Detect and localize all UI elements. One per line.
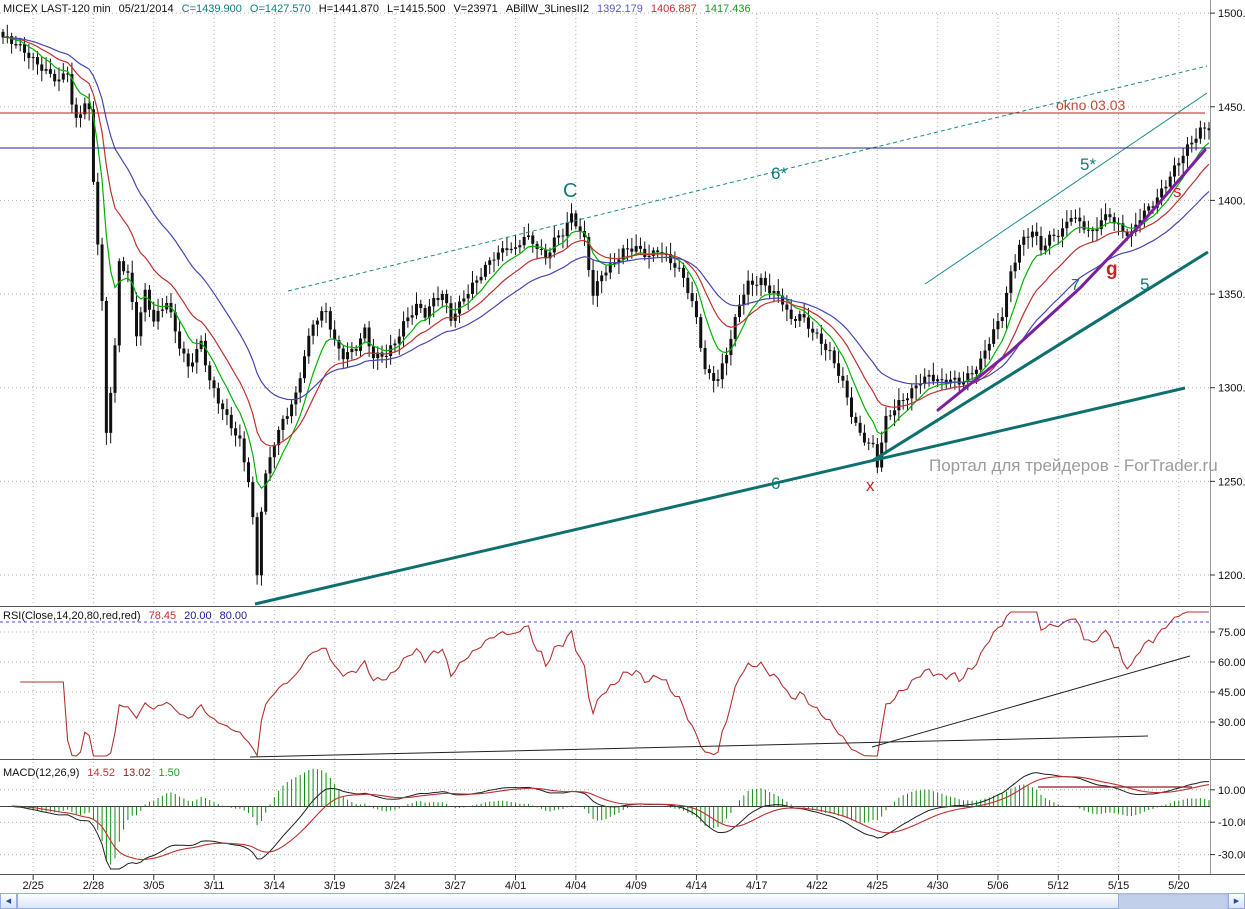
svg-text:g: g <box>1106 259 1118 280</box>
svg-text:1300.0: 1300.0 <box>1218 383 1245 395</box>
svg-text:4/09: 4/09 <box>625 880 646 892</box>
svg-text:3/05: 3/05 <box>143 880 164 892</box>
rsi-low-level: 20.00 <box>184 610 212 622</box>
indicator-value-3: 1417.436 <box>704 3 751 15</box>
svg-text:1350.0: 1350.0 <box>1218 289 1245 301</box>
svg-text:7: 7 <box>1071 277 1080 294</box>
svg-text:5/12: 5/12 <box>1048 880 1069 892</box>
macd-signal-value: 13.02 <box>122 767 151 779</box>
svg-text:5*: 5* <box>1080 155 1096 174</box>
svg-text:5: 5 <box>1140 275 1149 294</box>
svg-text:60.00: 60.00 <box>1218 657 1245 669</box>
svg-text:3/11: 3/11 <box>204 880 225 892</box>
svg-text:1450.0: 1450.0 <box>1218 102 1245 114</box>
scrollbar-thumb[interactable] <box>17 893 1119 909</box>
scroll-right-arrow-icon[interactable]: ▶ <box>1228 893 1245 909</box>
svg-text:1250.0: 1250.0 <box>1218 476 1245 488</box>
svg-text:5/06: 5/06 <box>987 880 1008 892</box>
macd-name: MACD(12,26,9) <box>3 767 80 779</box>
symbol-label: MICEX LAST-120 min <box>3 3 111 15</box>
svg-text:4/22: 4/22 <box>806 880 827 892</box>
svg-text:x: x <box>866 476 875 495</box>
svg-text:2/25: 2/25 <box>22 880 43 892</box>
volume-value: V=23971 <box>453 3 498 15</box>
macd-value: 14.52 <box>87 767 115 779</box>
rsi-name: RSI(Close,14,20,80,red,red) <box>3 610 141 622</box>
svg-text:4/14: 4/14 <box>686 880 707 892</box>
svg-text:45.00: 45.00 <box>1218 687 1245 699</box>
svg-text:okno 03.03: okno 03.03 <box>1056 97 1125 113</box>
svg-text:4/25: 4/25 <box>867 880 888 892</box>
macd-hist-value: 1.50 <box>158 767 180 779</box>
svg-text:Портал для трейдеров - ForTrad: Портал для трейдеров - ForTrader.ru <box>929 456 1218 475</box>
date-label: 05/21/2014 <box>118 3 174 15</box>
scroll-left-arrow-icon[interactable]: ◀ <box>0 893 17 909</box>
open-value: O=1427.570 <box>249 3 311 15</box>
indicator-value-1: 1392.179 <box>596 3 643 15</box>
svg-text:-10.00: -10.00 <box>1218 817 1245 829</box>
price-pane-header: MICEX LAST-120 min 05/21/2014 C=1439.900 O=… <box>3 3 759 15</box>
svg-text:-30.00: -30.00 <box>1218 850 1245 862</box>
svg-text:3/14: 3/14 <box>264 880 285 892</box>
svg-text:4/01: 4/01 <box>505 880 526 892</box>
svg-text:5/20: 5/20 <box>1168 880 1189 892</box>
rsi-high-level: 80.00 <box>219 610 248 622</box>
svg-text:4/17: 4/17 <box>746 880 767 892</box>
svg-text:6: 6 <box>771 474 780 493</box>
svg-text:30.00: 30.00 <box>1218 717 1245 729</box>
svg-text:3/24: 3/24 <box>384 880 405 892</box>
svg-text:5/15: 5/15 <box>1108 880 1129 892</box>
svg-text:6*: 6* <box>771 164 787 183</box>
svg-text:1500.0: 1500.0 <box>1218 8 1245 20</box>
svg-text:4/30: 4/30 <box>927 880 948 892</box>
low-value: L=1415.500 <box>387 3 446 15</box>
svg-text:10.00: 10.00 <box>1218 785 1245 797</box>
svg-text:C: C <box>563 180 577 202</box>
svg-text:1400.0: 1400.0 <box>1218 195 1245 207</box>
svg-text:3/19: 3/19 <box>324 880 345 892</box>
svg-text:75.00: 75.00 <box>1218 627 1245 639</box>
rsi-pane-header: RSI(Close,14,20,80,red,red) 78.45 20.00 80.… <box>3 610 255 622</box>
svg-text:1200.0: 1200.0 <box>1218 570 1245 582</box>
svg-text:3/27: 3/27 <box>445 880 466 892</box>
macd-pane-header: MACD(12,26,9) 14.52 13.02 1.50 <box>3 767 188 779</box>
close-value: C=1439.900 <box>181 3 242 15</box>
indicator-value-2: 1406.887 <box>650 3 697 15</box>
rsi-value: 78.45 <box>148 610 177 622</box>
scrollbar-track[interactable] <box>17 893 1228 909</box>
svg-text:s: s <box>1173 182 1182 201</box>
svg-text:4/04: 4/04 <box>565 880 586 892</box>
svg-text:2/28: 2/28 <box>83 880 104 892</box>
high-value: H=1441.870 <box>318 3 380 15</box>
horizontal-scrollbar[interactable]: ◀ ▶ <box>0 893 1245 909</box>
indicator-name: ABillW_3LinesII2 <box>505 3 589 15</box>
